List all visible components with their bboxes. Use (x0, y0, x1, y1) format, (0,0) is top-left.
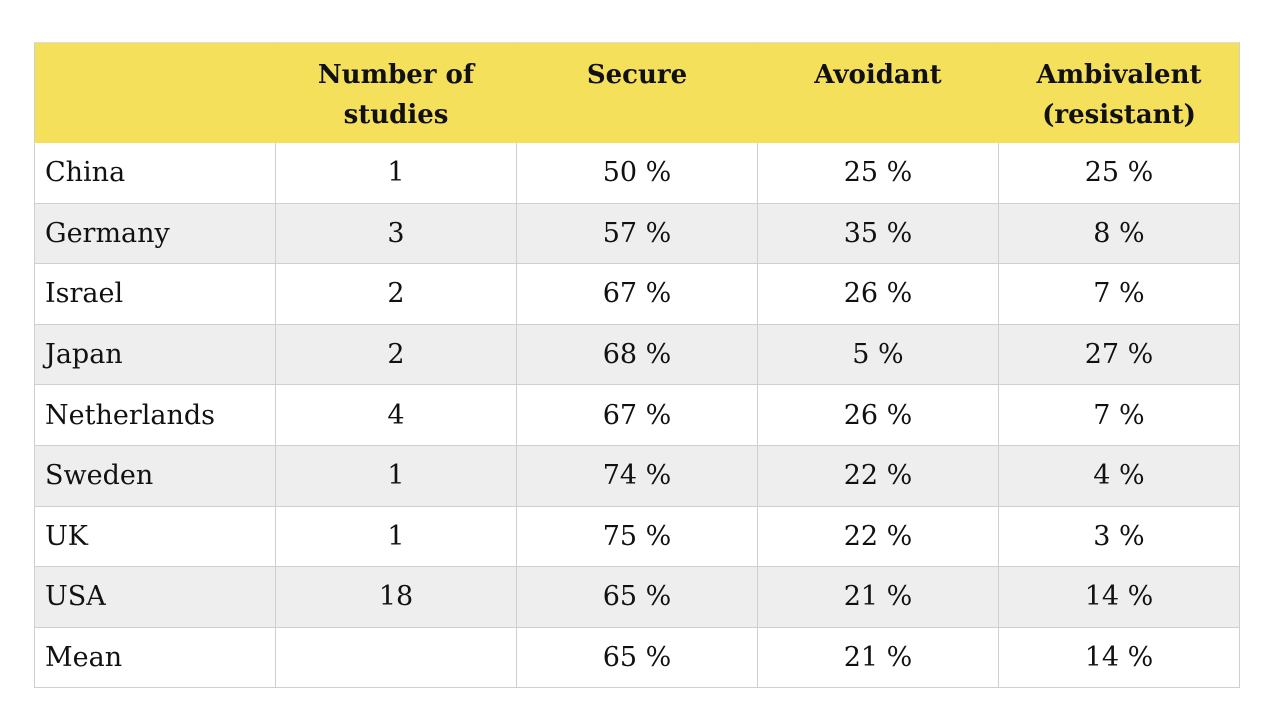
header-avoidant: Avoidant (757, 42, 999, 143)
cell-avoidant: 26 % (757, 263, 999, 325)
header-number-of-studies-label: Number of studies (317, 60, 475, 130)
table-header: Number of studies Secure Avoidant Ambiva… (34, 42, 1240, 143)
table-row: Japan 2 68 % 5 % 27 % (34, 323, 1240, 386)
cell-number-of-studies: 1 (275, 142, 517, 204)
cell-ambivalent: 3 % (998, 505, 1240, 568)
table-row: Netherlands 4 67 % 26 % 7 % (34, 384, 1240, 446)
cell-avoidant: 22 % (757, 444, 999, 507)
cell-secure: 57 % (516, 202, 758, 265)
cell-ambivalent: 7 % (998, 384, 1240, 446)
cell-secure: 65 % (516, 626, 758, 689)
table-row: China 1 50 % 25 % 25 % (34, 142, 1240, 204)
cell-country: Germany (34, 202, 276, 265)
cell-country: Japan (34, 323, 276, 386)
cell-avoidant: 26 % (757, 384, 999, 446)
cell-country: USA (34, 566, 276, 628)
cell-country: Mean (34, 626, 276, 689)
header-secure: Secure (516, 42, 758, 143)
cell-number-of-studies: 4 (275, 384, 517, 446)
table-row-mean: Mean 65 % 21 % 14 % (34, 626, 1240, 689)
cell-ambivalent: 14 % (998, 626, 1240, 689)
cell-avoidant: 25 % (757, 142, 999, 204)
cell-avoidant: 35 % (757, 202, 999, 265)
cell-country: Netherlands (34, 384, 276, 446)
cell-country: Sweden (34, 444, 276, 507)
cell-country: China (34, 142, 276, 204)
cell-ambivalent: 8 % (998, 202, 1240, 265)
cell-country: UK (34, 505, 276, 568)
table-row: Sweden 1 74 % 22 % 4 % (34, 444, 1240, 507)
cell-secure: 75 % (516, 505, 758, 568)
cell-ambivalent: 14 % (998, 566, 1240, 628)
cell-secure: 67 % (516, 384, 758, 446)
cell-number-of-studies: 2 (275, 323, 517, 386)
cell-number-of-studies: 3 (275, 202, 517, 265)
cell-avoidant: 21 % (757, 566, 999, 628)
cell-country: Israel (34, 263, 276, 325)
header-row: Number of studies Secure Avoidant Ambiva… (34, 42, 1240, 143)
cell-number-of-studies: 1 (275, 444, 517, 507)
cell-avoidant: 22 % (757, 505, 999, 568)
cell-number-of-studies (275, 626, 517, 689)
table-body: China 1 50 % 25 % 25 % Germany 3 57 % 35… (34, 142, 1240, 689)
attachment-styles-table-container: Number of studies Secure Avoidant Ambiva… (34, 42, 1240, 689)
cell-secure: 74 % (516, 444, 758, 507)
header-country (34, 42, 276, 143)
cell-avoidant: 5 % (757, 323, 999, 386)
cell-ambivalent: 27 % (998, 323, 1240, 386)
cell-secure: 67 % (516, 263, 758, 325)
cell-number-of-studies: 2 (275, 263, 517, 325)
table-row: UK 1 75 % 22 % 3 % (34, 505, 1240, 568)
cell-secure: 68 % (516, 323, 758, 386)
cell-number-of-studies: 18 (275, 566, 517, 628)
table-row: USA 18 65 % 21 % 14 % (34, 566, 1240, 628)
attachment-styles-table: Number of studies Secure Avoidant Ambiva… (34, 42, 1240, 689)
cell-ambivalent: 7 % (998, 263, 1240, 325)
cell-secure: 65 % (516, 566, 758, 628)
header-number-of-studies: Number of studies (275, 42, 517, 143)
cell-secure: 50 % (516, 142, 758, 204)
cell-number-of-studies: 1 (275, 505, 517, 568)
table-row: Israel 2 67 % 26 % 7 % (34, 263, 1240, 325)
cell-ambivalent: 25 % (998, 142, 1240, 204)
header-ambivalent-label: Ambivalent (resistant) (1036, 60, 1202, 130)
table-row: Germany 3 57 % 35 % 8 % (34, 202, 1240, 265)
cell-ambivalent: 4 % (998, 444, 1240, 507)
header-ambivalent: Ambivalent (resistant) (998, 42, 1240, 143)
cell-avoidant: 21 % (757, 626, 999, 689)
